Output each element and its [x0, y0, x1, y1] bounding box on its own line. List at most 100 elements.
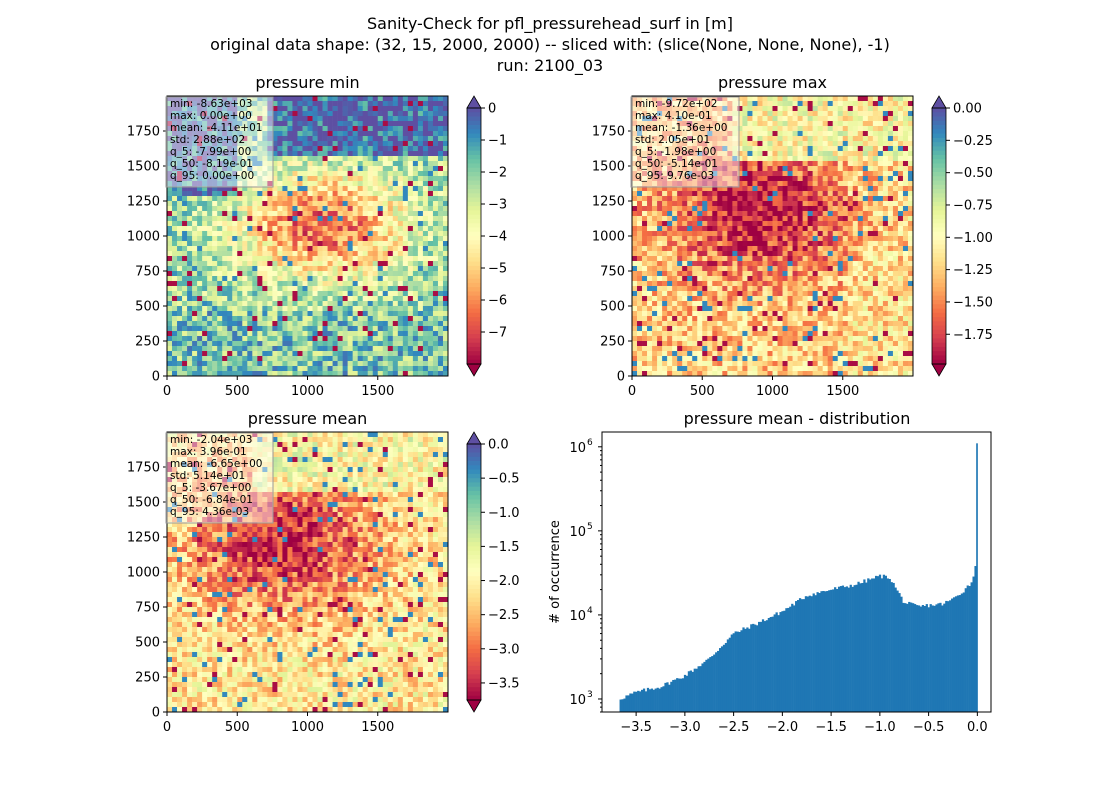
map-cell — [252, 301, 257, 306]
x-tick-label: 1500 — [361, 384, 394, 399]
map-cell — [378, 286, 383, 291]
map-cell — [308, 176, 313, 181]
map-cell — [212, 216, 217, 221]
map-cell — [828, 206, 833, 211]
map-cell — [217, 191, 222, 196]
map-cell — [182, 241, 187, 246]
map-cell — [207, 211, 212, 216]
map-cell — [177, 346, 182, 351]
colorbar-tick-label: 0 — [488, 102, 496, 117]
map-cell — [423, 316, 428, 321]
map-cell — [363, 341, 368, 346]
map-cell — [172, 271, 177, 276]
map-cell — [207, 271, 212, 276]
map-cell — [903, 181, 908, 186]
map-cell — [358, 336, 363, 341]
map-cell — [292, 186, 297, 191]
map-cell — [893, 226, 898, 231]
map-cell — [323, 231, 328, 236]
map-cell — [272, 241, 277, 246]
map-cell — [247, 271, 252, 276]
map-cell — [762, 221, 767, 226]
map-cell — [333, 321, 338, 326]
map-cell — [172, 261, 177, 266]
map-cell — [358, 276, 363, 281]
map-cell — [267, 346, 272, 351]
x-tick-label: 500 — [225, 384, 250, 399]
map-cell — [262, 326, 267, 331]
map-cell — [793, 191, 798, 196]
map-cell — [883, 101, 888, 106]
map-cell — [828, 241, 833, 246]
map-cell — [267, 266, 272, 271]
map-cell — [202, 281, 207, 286]
map-cell — [227, 261, 232, 266]
map-cell — [778, 131, 783, 136]
map-cell — [363, 276, 368, 281]
map-cell — [428, 321, 433, 326]
map-cell — [848, 126, 853, 131]
map-cell — [378, 311, 383, 316]
map-cell — [302, 236, 307, 241]
map-cell — [727, 236, 732, 241]
map-cell — [378, 231, 383, 236]
map-cell — [232, 241, 237, 246]
map-cell — [328, 346, 333, 351]
map-cell — [642, 196, 647, 201]
map-cell — [378, 111, 383, 116]
map-cell — [828, 116, 833, 121]
map-cell — [408, 106, 413, 111]
map-cell — [808, 106, 813, 111]
map-cell — [423, 261, 428, 266]
map-cell — [712, 216, 717, 221]
map-cell — [433, 291, 438, 296]
map-cell — [383, 96, 388, 101]
map-cell — [343, 336, 348, 341]
map-cell — [798, 161, 803, 166]
map-cell — [883, 246, 888, 251]
map-cell — [287, 136, 292, 141]
map-cell — [403, 211, 408, 216]
map-cell — [323, 126, 328, 131]
map-cell — [863, 236, 868, 241]
map-cell — [232, 291, 237, 296]
map-cell — [368, 351, 373, 356]
map-cell — [702, 211, 707, 216]
map-cell — [393, 156, 398, 161]
map-cell — [207, 236, 212, 241]
map-cell — [413, 146, 418, 151]
map-cell — [338, 326, 343, 331]
map-cell — [313, 286, 318, 291]
map-cell — [383, 166, 388, 171]
map-cell — [662, 231, 667, 236]
map-cell — [363, 196, 368, 201]
map-cell — [338, 331, 343, 336]
map-cell — [413, 326, 418, 331]
map-cell — [212, 281, 217, 286]
map-cell — [873, 246, 878, 251]
map-cell — [398, 301, 403, 306]
map-cell — [373, 356, 378, 361]
map-cell — [277, 296, 282, 301]
map-cell — [257, 196, 262, 201]
map-cell — [353, 361, 358, 366]
map-cell — [308, 266, 313, 271]
map-cell — [167, 366, 172, 371]
map-cell — [878, 96, 883, 101]
map-cell — [773, 186, 778, 191]
map-cell — [212, 236, 217, 241]
map-cell — [192, 291, 197, 296]
map-cell — [267, 361, 272, 366]
map-cell — [403, 166, 408, 171]
map-cell — [438, 116, 443, 121]
map-cell — [297, 331, 302, 336]
map-cell — [358, 261, 363, 266]
map-cell — [888, 186, 893, 191]
map-cell — [323, 261, 328, 266]
map-cell — [717, 201, 722, 206]
map-cell — [403, 286, 408, 291]
map-cell — [318, 131, 323, 136]
map-cell — [848, 151, 853, 156]
map-cell — [177, 281, 182, 286]
map-cell — [778, 246, 783, 251]
